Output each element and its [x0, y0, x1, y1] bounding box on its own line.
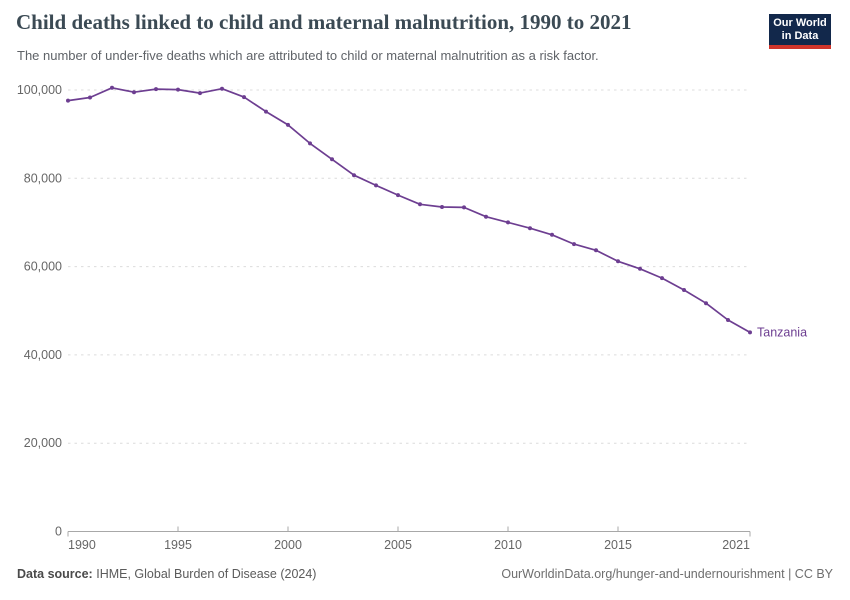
data-source-label: Data source: — [17, 567, 93, 581]
data-point[interactable] — [682, 288, 686, 292]
data-point[interactable] — [66, 98, 70, 103]
data-point[interactable] — [330, 157, 334, 162]
data-point[interactable] — [616, 259, 620, 264]
data-point[interactable] — [638, 266, 642, 271]
data-point[interactable] — [528, 226, 532, 231]
y-tick-label: 100,000 — [17, 83, 62, 97]
data-point[interactable] — [506, 220, 510, 225]
x-tick-label: 2000 — [274, 538, 302, 552]
y-tick-label: 20,000 — [24, 436, 62, 450]
x-tick-label: 1990 — [68, 538, 96, 552]
x-tick-label: 1995 — [164, 538, 192, 552]
data-point[interactable] — [132, 90, 136, 95]
data-point[interactable] — [242, 95, 246, 100]
data-point[interactable] — [374, 183, 378, 188]
x-tick-label: 2005 — [384, 538, 412, 552]
page-title: Child deaths linked to child and materna… — [16, 10, 632, 34]
data-point[interactable] — [110, 85, 114, 90]
data-point[interactable] — [88, 95, 92, 100]
data-point[interactable] — [176, 87, 180, 92]
owid-logo-line1: Our World — [773, 17, 827, 29]
y-tick-label: 80,000 — [24, 171, 62, 185]
y-tick-label: 0 — [55, 525, 62, 539]
chart-subtitle: The number of under-five deaths which ar… — [17, 48, 599, 63]
entity-label[interactable]: Tanzania — [757, 325, 807, 339]
data-point[interactable] — [660, 276, 664, 281]
series-line[interactable] — [67, 86, 751, 334]
y-tick-label: 40,000 — [24, 348, 62, 362]
figure-footer: Data source: IHME, Global Burden of Dise… — [17, 567, 833, 581]
data-point[interactable] — [396, 193, 400, 198]
data-point[interactable] — [352, 173, 356, 178]
data-point[interactable] — [550, 232, 554, 237]
data-point[interactable] — [704, 301, 708, 306]
data-point[interactable] — [572, 242, 576, 247]
data-source-value: IHME, Global Burden of Disease (2024) — [96, 567, 317, 581]
data-point[interactable] — [308, 141, 312, 146]
x-tick-label: 2010 — [494, 538, 522, 552]
owid-logo: Our World in Data — [769, 14, 831, 49]
owid-logo-line2: in Data — [781, 29, 819, 42]
data-point[interactable] — [484, 214, 488, 219]
data-point[interactable] — [748, 330, 752, 335]
data-point[interactable] — [462, 205, 466, 210]
data-point[interactable] — [594, 248, 598, 253]
data-source: Data source: IHME, Global Burden of Dise… — [17, 567, 316, 581]
data-point[interactable] — [440, 205, 444, 209]
y-tick-label: 60,000 — [24, 260, 62, 274]
attribution-link[interactable]: OurWorldinData.org/hunger-and-undernouri… — [501, 567, 833, 581]
data-point[interactable] — [198, 91, 202, 96]
data-point[interactable] — [726, 318, 730, 322]
data-point[interactable] — [220, 86, 224, 91]
data-point[interactable] — [286, 122, 290, 127]
data-point[interactable] — [264, 109, 268, 114]
data-point[interactable] — [154, 87, 158, 92]
data-point[interactable] — [418, 202, 422, 207]
x-tick-label: 2021 — [722, 538, 750, 552]
x-tick-label: 2015 — [604, 538, 632, 552]
